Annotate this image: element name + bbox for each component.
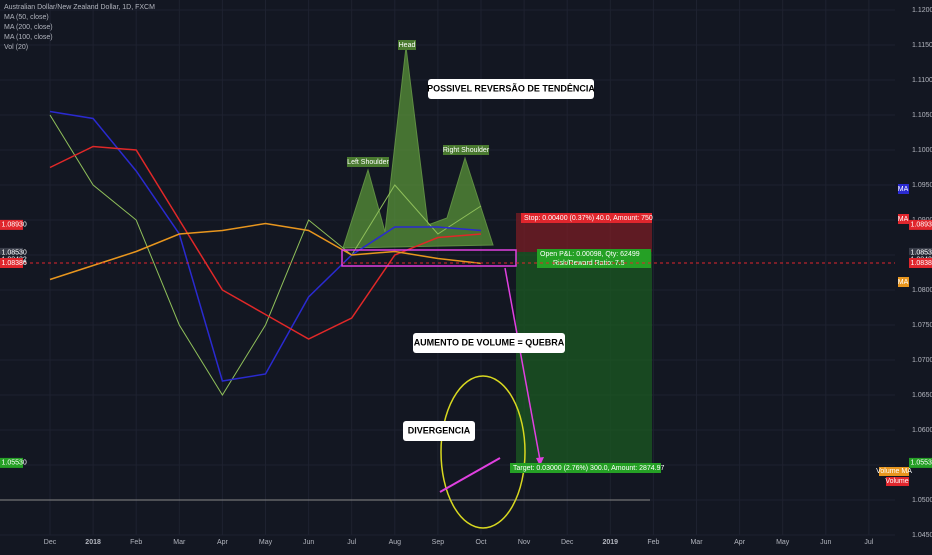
x-tick-label: Jul — [347, 539, 356, 546]
x-tick-label: Aug — [389, 539, 402, 546]
x-tick-label: Nov — [518, 539, 531, 546]
pl-text: Open P&L: 0.00098, Qty: 62499 — [540, 251, 640, 258]
y-tick-label: 1.11500 — [912, 42, 932, 49]
ma-label: MA — [898, 186, 909, 193]
y-tick-label: 1.07500 — [912, 322, 932, 329]
x-tick-label: Mar — [173, 539, 186, 546]
volume-text: AUMENTO DE VOLUME = QUEBRA — [414, 337, 565, 347]
indicator: MA (200, close) — [4, 24, 53, 31]
y-tick-label: 1.09500 — [912, 182, 932, 189]
indicator: MA (100, close) — [4, 34, 53, 41]
head-label: Head — [399, 42, 416, 49]
y-tick-label: 1.06000 — [912, 427, 932, 434]
y-tick-label: 1.05000 — [912, 497, 932, 504]
price-tag-label: 1.08386 — [2, 260, 27, 267]
x-tick-label: Oct — [476, 539, 487, 546]
x-tick-label: May — [259, 539, 273, 546]
x-tick-label: Apr — [217, 539, 229, 546]
x-tick-label: May — [776, 539, 790, 546]
divergence-text: DIVERGENCIA — [408, 425, 471, 435]
indicator: Vol (20) — [4, 44, 28, 51]
x-tick-label: Dec — [44, 539, 57, 546]
symbol-title: Australian Dollar/New Zealand Dollar, 1D… — [4, 4, 155, 11]
price-tag-label: 1.05530 — [911, 460, 932, 467]
stop-text: Stop: 0.00400 (0.37%) 40.0, Amount: 750 — [524, 215, 653, 222]
x-tick-label: Dec — [561, 539, 574, 546]
y-tick-label: 1.07000 — [912, 357, 932, 364]
ma-label: MA — [898, 216, 909, 223]
right-shoulder-label: Right Shoulder — [443, 147, 490, 154]
x-tick-label: 2019 — [603, 539, 619, 546]
x-tick-label: Jun — [303, 539, 314, 546]
x-tick-label: Apr — [734, 539, 746, 546]
y-tick-label: 1.10000 — [912, 147, 932, 154]
left-shoulder-label: Left Shoulder — [347, 159, 389, 166]
y-tick-label: 1.04500 — [912, 532, 932, 539]
x-tick-label: Feb — [647, 539, 659, 546]
volume-ma-label: Volume MA — [876, 468, 912, 475]
ma-label: MA — [898, 279, 909, 286]
price-tag-label: 1.08930 — [2, 222, 27, 229]
y-tick-label: 1.06500 — [912, 392, 932, 399]
x-tick-label: 2018 — [85, 539, 101, 546]
target-text: Target: 0.03000 (2.76%) 300.0, Amount: 2… — [513, 465, 664, 472]
y-tick-label: 1.08000 — [912, 287, 932, 294]
volume-label: Volume — [885, 478, 908, 485]
price-tag-label: 1.08930 — [911, 222, 932, 229]
y-tick-label: 1.10500 — [912, 112, 932, 119]
price-tag-label: 1.08386 — [911, 260, 932, 267]
reversal-text: POSSIVEL REVERSÃO DE TENDÊNCIA — [427, 82, 595, 93]
x-tick-label: Jul — [864, 539, 873, 546]
x-tick-label: Jun — [820, 539, 831, 546]
price-tag-label: 1.05530 — [2, 460, 27, 467]
x-tick-label: Mar — [690, 539, 703, 546]
y-tick-label: 1.11000 — [912, 77, 932, 84]
x-tick-label: Sep — [432, 539, 445, 546]
indicator: MA (50, close) — [4, 14, 49, 21]
x-tick-label: Feb — [130, 539, 142, 546]
y-tick-label: 1.12000 — [912, 7, 932, 14]
